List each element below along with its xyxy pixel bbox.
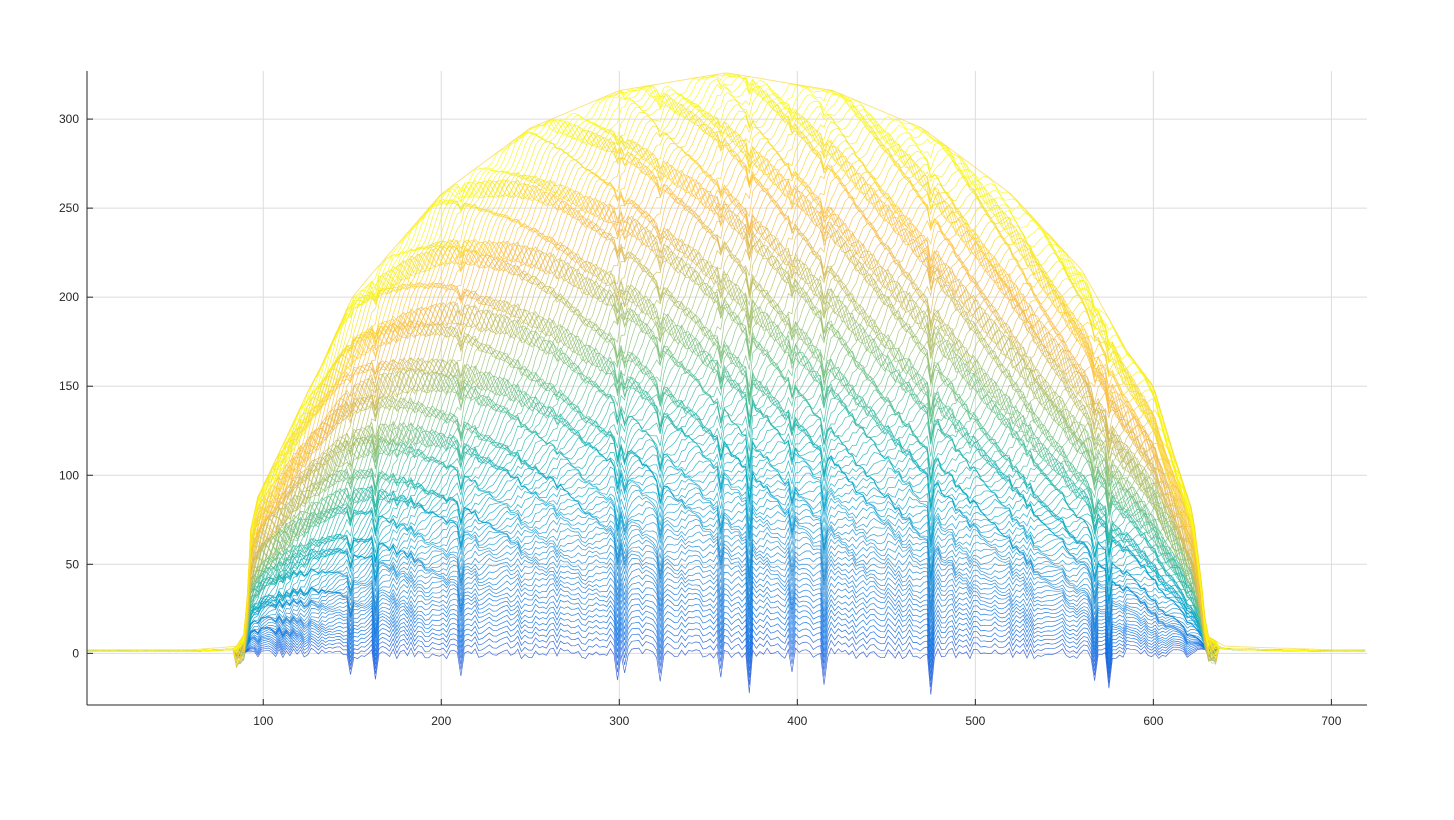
series-line [87,562,1366,653]
series-line [87,291,1366,658]
series-line [87,164,1366,659]
series-line [87,90,1366,653]
series-line [87,72,1366,651]
series-line [87,574,1366,654]
series-line [87,647,1366,695]
series-line [87,312,1366,655]
series-line [87,79,1366,660]
series-line [87,108,1366,653]
series-line [87,311,1366,658]
series-line [87,626,1366,675]
series-line [87,76,1366,656]
series-group [87,72,1366,695]
series-line [87,608,1366,664]
series-line [87,462,1366,653]
series-line [87,541,1366,653]
x-tick-label: 700 [1321,714,1341,728]
series-line [87,509,1366,655]
series-line [87,324,1366,661]
series-line [87,257,1366,653]
series-line [87,214,1366,654]
series-line [87,620,1366,671]
series-line [87,232,1366,666]
series-line [87,100,1366,653]
series-line [87,331,1366,663]
series-line [87,179,1366,660]
x-tick-label: 100 [253,714,273,728]
series-line [87,229,1366,664]
series-line [87,518,1366,657]
series-line [87,199,1366,653]
series-line [87,503,1366,655]
y-tick-label: 300 [59,112,79,126]
series-line [87,204,1366,656]
series-line [87,427,1366,656]
series-line [87,476,1366,657]
series-line [87,283,1366,663]
series-line [87,238,1366,657]
series-line [87,602,1366,660]
x-tick-label: 500 [965,714,985,728]
series-line [87,210,1366,659]
series-line [87,591,1366,655]
x-tick-label: 200 [431,714,451,728]
series-line [87,245,1366,662]
series-line [87,182,1366,668]
axes [86,71,1367,706]
series-line [87,195,1366,653]
series-line [87,126,1366,655]
series-line [87,585,1366,655]
series-line [87,333,1366,661]
series-line [87,187,1366,666]
y-tick-label: 50 [66,557,80,571]
series-line [87,409,1366,656]
y-tick-label: 100 [59,468,79,482]
series-line [87,551,1366,653]
series-line [87,632,1366,681]
series-line [87,568,1366,653]
x-tick-label: 300 [609,714,629,728]
series-line [87,513,1366,654]
series-line [87,359,1366,654]
series-line [87,342,1366,669]
series-line [87,297,1366,662]
series-line [87,639,1366,688]
series-line [87,614,1366,668]
series-line [87,471,1366,656]
x-tick-label: 600 [1143,714,1163,728]
series-line [87,133,1366,653]
series-line [87,498,1366,654]
y-tick-label: 200 [59,290,79,304]
series-line [87,487,1366,654]
x-tick-label: 400 [787,714,807,728]
series-line [87,218,1366,656]
series-line [87,596,1366,656]
series-line [87,293,1366,660]
series-line [87,103,1366,653]
series-line [87,483,1366,654]
y-tick-label: 250 [59,201,79,215]
series-line [87,580,1366,655]
series-line [87,388,1366,658]
series-line [87,285,1366,659]
series-line [87,149,1366,653]
series-line [87,530,1366,656]
y-tick-label: 150 [59,379,79,393]
series-line [87,114,1366,663]
series-line [87,546,1366,653]
series-line [87,557,1366,653]
series-line [87,451,1366,659]
tick-labels: 100 200 300 400 500 600 700 0 50 100 150 200 250 300 [59,112,1342,728]
y-tick-label: 0 [72,646,79,660]
